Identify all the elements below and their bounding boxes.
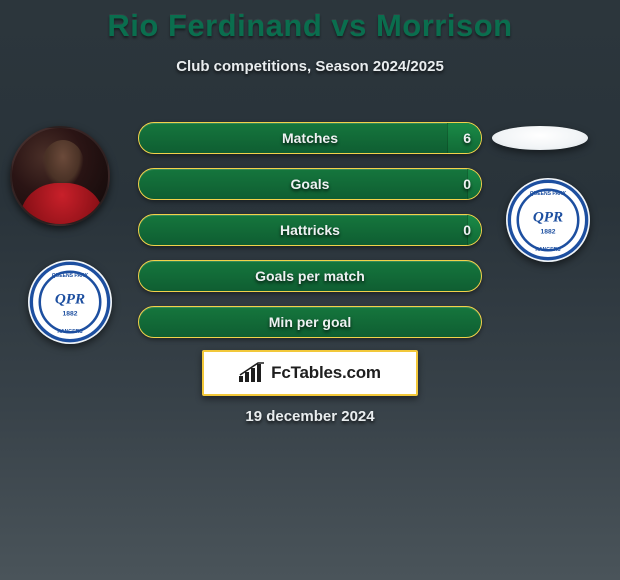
club-badge-right: QUEENS PARK RANGERS QPR 1882 (506, 178, 590, 262)
bar-chart-icon (239, 362, 265, 384)
svg-text:RANGERS: RANGERS (535, 247, 561, 253)
qpr-badge-icon: QUEENS PARK RANGERS QPR 1882 (506, 178, 590, 262)
player-right-silhouette (492, 126, 588, 150)
brand-text: FcTables.com (271, 363, 381, 383)
stat-row: Goals0 (138, 168, 482, 200)
svg-text:QUEENS PARK: QUEENS PARK (530, 191, 567, 197)
comparison-card: Rio Ferdinand vs Morrison Club competiti… (0, 0, 620, 580)
date-text: 19 december 2024 (0, 408, 620, 425)
player-left-photo (10, 126, 110, 226)
qpr-badge-icon: QUEENS PARK RANGERS QPR 1882 (28, 260, 112, 344)
stat-row: Matches6 (138, 122, 482, 154)
comparison-bars: Matches6Goals0Hattricks0Goals per matchM… (138, 122, 482, 352)
svg-text:1882: 1882 (541, 228, 556, 235)
page-title: Rio Ferdinand vs Morrison (0, 0, 620, 44)
stat-value-right: 0 (463, 222, 471, 238)
stat-row: Hattricks0 (138, 214, 482, 246)
stat-label: Hattricks (139, 222, 481, 238)
svg-text:1882: 1882 (63, 310, 78, 317)
svg-text:QUEENS PARK: QUEENS PARK (52, 273, 89, 279)
stat-value-right: 0 (463, 176, 471, 192)
subtitle: Club competitions, Season 2024/2025 (0, 58, 620, 75)
stat-label: Min per goal (139, 314, 481, 330)
stat-row: Min per goal (138, 306, 482, 338)
stat-row: Goals per match (138, 260, 482, 292)
svg-text:QPR: QPR (533, 210, 563, 226)
stat-value-right: 6 (463, 130, 471, 146)
stat-label: Goals (139, 176, 481, 192)
svg-text:QPR: QPR (55, 292, 85, 308)
brand-box: FcTables.com (202, 350, 418, 396)
stat-label: Matches (139, 130, 481, 146)
club-badge-left: QUEENS PARK RANGERS QPR 1882 (28, 260, 112, 344)
stat-label: Goals per match (139, 268, 481, 284)
svg-text:RANGERS: RANGERS (57, 329, 83, 335)
